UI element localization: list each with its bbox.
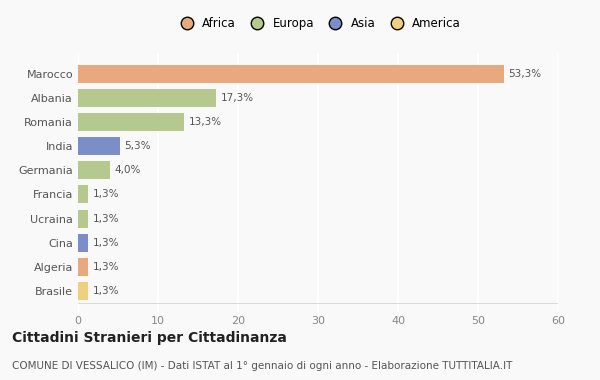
Text: 13,3%: 13,3%: [188, 117, 221, 127]
Bar: [78, 209, 88, 228]
Text: 1,3%: 1,3%: [92, 214, 119, 223]
Bar: [78, 162, 110, 179]
Text: 53,3%: 53,3%: [508, 69, 542, 79]
Bar: [78, 89, 217, 107]
Text: 1,3%: 1,3%: [92, 262, 119, 272]
Legend: Africa, Europa, Asia, America: Africa, Europa, Asia, America: [170, 13, 466, 35]
Bar: [78, 137, 121, 155]
Text: COMUNE DI VESSALICO (IM) - Dati ISTAT al 1° gennaio di ogni anno - Elaborazione : COMUNE DI VESSALICO (IM) - Dati ISTAT al…: [12, 361, 512, 371]
Text: Cittadini Stranieri per Cittadinanza: Cittadini Stranieri per Cittadinanza: [12, 331, 287, 345]
Text: 1,3%: 1,3%: [92, 286, 119, 296]
Text: 5,3%: 5,3%: [124, 141, 151, 151]
Bar: [78, 113, 184, 131]
Bar: [78, 65, 505, 83]
Bar: [78, 185, 88, 203]
Bar: [78, 258, 88, 276]
Text: 4,0%: 4,0%: [114, 165, 140, 175]
Text: 1,3%: 1,3%: [92, 238, 119, 248]
Bar: [78, 282, 88, 300]
Text: 1,3%: 1,3%: [92, 190, 119, 200]
Text: 17,3%: 17,3%: [220, 93, 254, 103]
Bar: [78, 234, 88, 252]
